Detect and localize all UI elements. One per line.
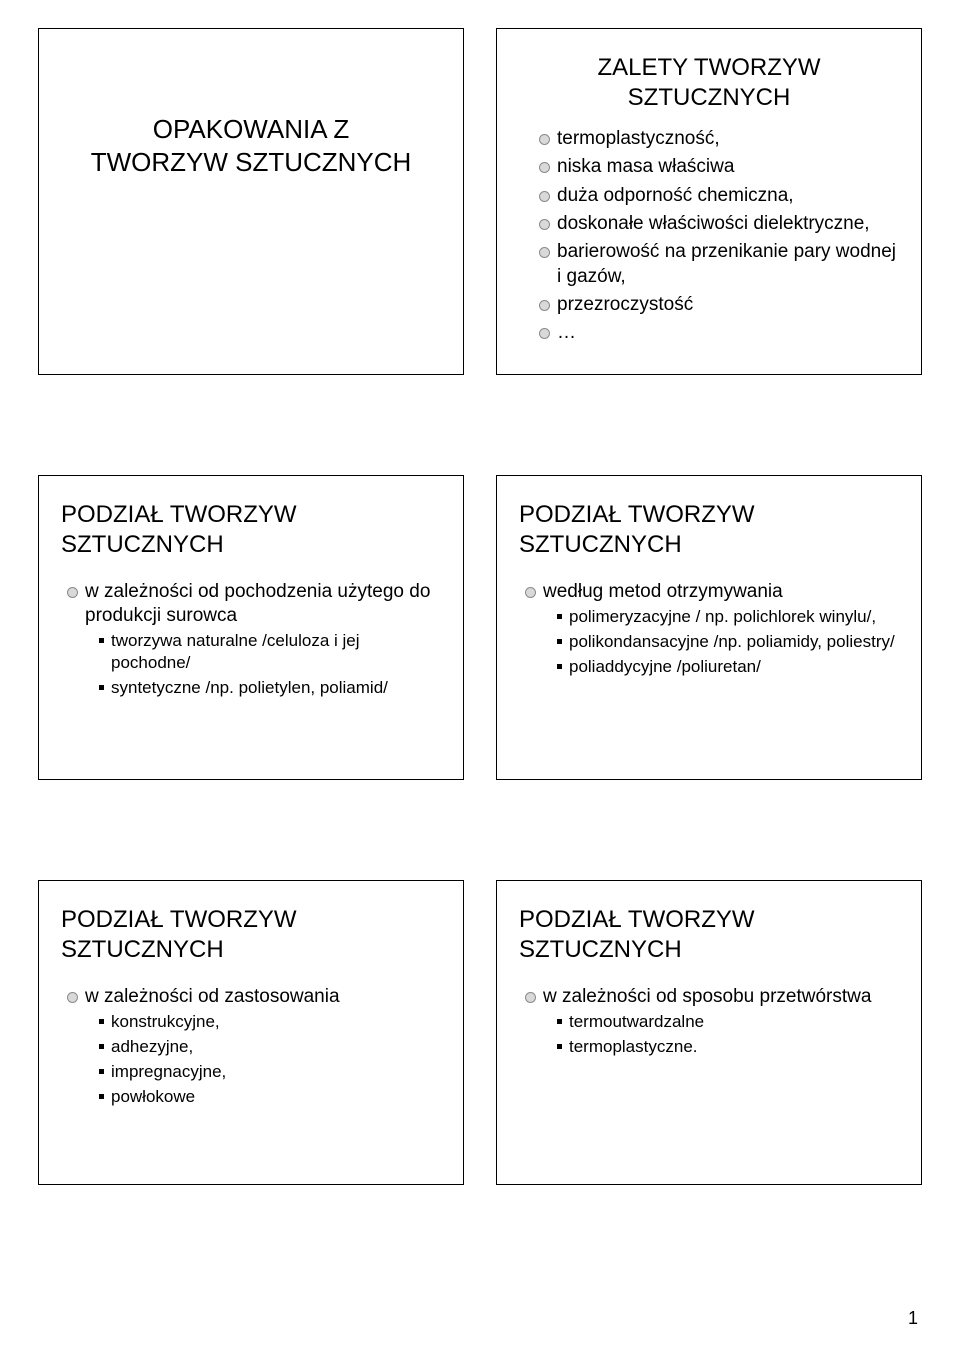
title-line: PODZIAŁ TWORZYW SZTUCZNYCH xyxy=(61,501,297,558)
title-line: PODZIAŁ TWORZYW SZTUCZNYCH xyxy=(519,906,755,963)
bullet-text: termoplastyczność, xyxy=(557,128,720,149)
bullet-item-ellipsis: … xyxy=(539,321,899,345)
sub-text: konstrukcyjne, xyxy=(111,1012,220,1031)
sub-list: tworzywa naturalne /celuloza i jej pocho… xyxy=(85,630,441,699)
bullet-item: barierowość na przenikanie pary wodnej i… xyxy=(539,240,899,289)
sub-text: poliaddycyjne /poliuretan/ xyxy=(569,657,761,676)
sub-text: syntetyczne /np. polietylen, poliamid/ xyxy=(111,678,388,697)
sub-text: termoutwardzalne xyxy=(569,1012,704,1031)
sub-list: konstrukcyjne, adhezyjne, impregnacyjne,… xyxy=(85,1011,441,1108)
slide-title: ZALETY TWORZYW SZTUCZNYCH xyxy=(519,53,899,113)
bullet-item: doskonałe właściwości dielektryczne, xyxy=(539,212,899,236)
bullet-list: w zależności od pochodzenia użytego do p… xyxy=(61,580,441,700)
bullet-text: niska masa właściwa xyxy=(557,156,734,177)
title-line: TWORZYW SZTUCZNYCH xyxy=(91,147,412,177)
document-page: OPAKOWANIA Z TWORZYW SZTUCZNYCH ZALETY T… xyxy=(0,0,960,1345)
bullet-list: według metod otrzymywania polimeryzacyjn… xyxy=(519,580,899,679)
bullet-item: przezroczystość xyxy=(539,293,899,317)
slide-title: PODZIAŁ TWORZYW SZTUCZNYCH xyxy=(519,500,899,560)
title-line: PODZIAŁ TWORZYW SZTUCZNYCH xyxy=(519,501,755,558)
sub-text: tworzywa naturalne /celuloza i jej pocho… xyxy=(111,631,360,672)
slide-3: PODZIAŁ TWORZYW SZTUCZNYCH w zależności … xyxy=(38,475,464,780)
title-line: PODZIAŁ TWORZYW SZTUCZNYCH xyxy=(61,906,297,963)
sub-item: termoplastyczne. xyxy=(557,1036,899,1058)
title-line: SZTUCZNYCH xyxy=(628,84,791,111)
sub-item: powłokowe xyxy=(99,1086,441,1108)
bullet-text: barierowość na przenikanie pary wodnej i… xyxy=(557,241,896,286)
sub-item: impregnacyjne, xyxy=(99,1061,441,1083)
sub-list: termoutwardzalne termoplastyczne. xyxy=(543,1011,899,1058)
slide-title: PODZIAŁ TWORZYW SZTUCZNYCH xyxy=(519,905,899,965)
sub-item: poliaddycyjne /poliuretan/ xyxy=(557,656,899,678)
slide-title: PODZIAŁ TWORZYW SZTUCZNYCH xyxy=(61,905,441,965)
sub-item: konstrukcyjne, xyxy=(99,1011,441,1033)
slide-title: PODZIAŁ TWORZYW SZTUCZNYCH xyxy=(61,500,441,560)
bullet-list: w zależności od zastosowania konstrukcyj… xyxy=(61,985,441,1109)
sub-item: syntetyczne /np. polietylen, poliamid/ xyxy=(99,677,441,699)
bullet-item: termoplastyczność, xyxy=(539,127,899,151)
bullet-text: doskonałe właściwości dielektryczne, xyxy=(557,213,870,234)
sub-text: powłokowe xyxy=(111,1087,195,1106)
title-line: OPAKOWANIA Z xyxy=(153,114,349,144)
page-number: 1 xyxy=(908,1308,918,1329)
slide-grid: OPAKOWANIA Z TWORZYW SZTUCZNYCH ZALETY T… xyxy=(38,28,922,1185)
bullet-text: w zależności od sposobu przetwórstwa xyxy=(543,986,871,1007)
sub-text: polimeryzacyjne / np. polichlorek winylu… xyxy=(569,607,876,626)
bullet-text: według metod otrzymywania xyxy=(543,581,783,602)
slide-1: OPAKOWANIA Z TWORZYW SZTUCZNYCH xyxy=(38,28,464,375)
sub-text: polikondansacyjne /np. poliamidy, polies… xyxy=(569,632,895,651)
sub-text: termoplastyczne. xyxy=(569,1037,698,1056)
bullet-item: w zależności od pochodzenia użytego do p… xyxy=(67,580,441,700)
bullet-item: duża odporność chemiczna, xyxy=(539,184,899,208)
bullet-item: niska masa właściwa xyxy=(539,155,899,179)
slide-title: OPAKOWANIA Z TWORZYW SZTUCZNYCH xyxy=(61,113,441,178)
bullet-item: według metod otrzymywania polimeryzacyjn… xyxy=(525,580,899,679)
sub-item: adhezyjne, xyxy=(99,1036,441,1058)
sub-item: polimeryzacyjne / np. polichlorek winylu… xyxy=(557,606,899,628)
bullet-text: … xyxy=(557,322,576,343)
bullet-list: w zależności od sposobu przetwórstwa ter… xyxy=(519,985,899,1059)
sub-text: adhezyjne, xyxy=(111,1037,193,1056)
sub-text: impregnacyjne, xyxy=(111,1062,226,1081)
bullet-text: przezroczystość xyxy=(557,294,693,315)
slide-2: ZALETY TWORZYW SZTUCZNYCH termoplastyczn… xyxy=(496,28,922,375)
slide-5: PODZIAŁ TWORZYW SZTUCZNYCH w zależności … xyxy=(38,880,464,1185)
sub-item: tworzywa naturalne /celuloza i jej pocho… xyxy=(99,630,441,674)
sub-item: polikondansacyjne /np. poliamidy, polies… xyxy=(557,631,899,653)
sub-list: polimeryzacyjne / np. polichlorek winylu… xyxy=(543,606,899,678)
bullet-list: termoplastyczność, niska masa właściwa d… xyxy=(519,127,899,346)
slide-4: PODZIAŁ TWORZYW SZTUCZNYCH według metod … xyxy=(496,475,922,780)
bullet-text: w zależności od pochodzenia użytego do p… xyxy=(85,581,430,626)
bullet-text: w zależności od zastosowania xyxy=(85,986,340,1007)
sub-item: termoutwardzalne xyxy=(557,1011,899,1033)
bullet-item: w zależności od zastosowania konstrukcyj… xyxy=(67,985,441,1109)
bullet-item: w zależności od sposobu przetwórstwa ter… xyxy=(525,985,899,1059)
bullet-text: duża odporność chemiczna, xyxy=(557,185,794,206)
title-line: ZALETY TWORZYW xyxy=(597,54,820,81)
slide-6: PODZIAŁ TWORZYW SZTUCZNYCH w zależności … xyxy=(496,880,922,1185)
